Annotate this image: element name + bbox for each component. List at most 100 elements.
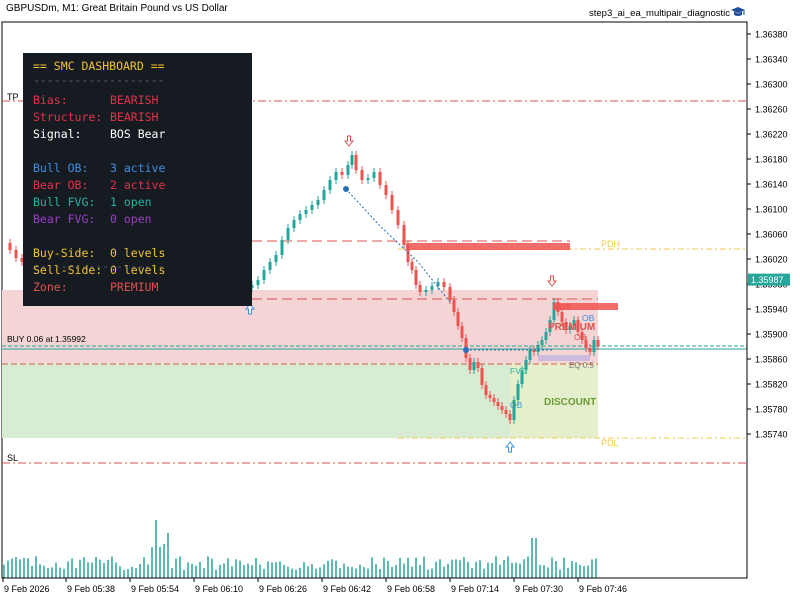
bull-candle bbox=[280, 240, 284, 255]
price-tick-label: 1.35780 bbox=[755, 405, 788, 415]
bull-candle bbox=[528, 350, 532, 360]
price-tick-label: 1.36300 bbox=[755, 80, 788, 90]
bull-candle bbox=[310, 205, 314, 210]
dashboard-row-label: Buy-Side: bbox=[33, 246, 96, 260]
bear-candle bbox=[588, 348, 592, 352]
bear-candle bbox=[402, 225, 406, 245]
dashboard-row-value: 3 active bbox=[110, 161, 166, 175]
bear-candle bbox=[564, 322, 568, 330]
bull-candle bbox=[516, 384, 520, 400]
bear-candle bbox=[8, 243, 12, 250]
time-tick-label: 9 Feb 06:26 bbox=[259, 584, 307, 594]
graduation-cap-icon[interactable] bbox=[731, 6, 745, 18]
bear-candle bbox=[532, 350, 536, 352]
bearish-arrow-icon bbox=[343, 135, 355, 147]
bullish-arrow-icon bbox=[244, 303, 256, 315]
bull-candle bbox=[572, 320, 576, 326]
bearish-arrow-icon bbox=[546, 275, 558, 287]
price-tick-label: 1.36340 bbox=[755, 55, 788, 65]
bull-candle bbox=[328, 180, 332, 190]
price-tick-label: 1.36180 bbox=[755, 155, 788, 165]
eq-label: EQ 0.5 bbox=[569, 361, 594, 370]
bear-candle bbox=[468, 358, 472, 370]
bear-candle bbox=[504, 410, 508, 414]
bear-candle bbox=[20, 258, 24, 262]
bear-candle bbox=[414, 270, 418, 285]
bear-candle bbox=[360, 170, 364, 180]
bull-candle bbox=[552, 302, 556, 320]
price-tick-label: 1.36060 bbox=[755, 230, 788, 240]
price-tick-label: 1.35860 bbox=[755, 355, 788, 365]
time-tick-label: 9 Feb 05:38 bbox=[67, 584, 115, 594]
bull-candle bbox=[286, 228, 290, 240]
price-tick-label: 1.36220 bbox=[755, 130, 788, 140]
bear-candle bbox=[576, 320, 580, 332]
dashboard-row-label: Sell-Side: bbox=[33, 263, 103, 277]
time-tick-label: 9 Feb 07:30 bbox=[515, 584, 563, 594]
time-tick-label: 9 Feb 07:14 bbox=[451, 584, 499, 594]
fvg-box bbox=[538, 355, 590, 361]
bear-candle bbox=[508, 414, 512, 420]
dashboard-row-value: BEARISH bbox=[110, 93, 159, 107]
bullish-arrow-icon bbox=[504, 441, 516, 453]
structure-line bbox=[345, 188, 451, 303]
bull-candle bbox=[520, 370, 524, 384]
bull-candle bbox=[256, 280, 260, 285]
pdl-label: PDL bbox=[601, 438, 619, 448]
price-tick-label: 1.35740 bbox=[755, 430, 788, 440]
dashboard-row-label: Bias: bbox=[33, 93, 68, 107]
bull-candle bbox=[262, 270, 266, 280]
price-tick-label: 1.36100 bbox=[755, 205, 788, 215]
tp-label: TP bbox=[7, 92, 19, 102]
bear-candle bbox=[580, 332, 584, 340]
window-title: GBPUSDm, M1: Great Britain Pound vs US D… bbox=[6, 3, 228, 14]
bear-candle bbox=[560, 312, 564, 322]
bull-candle bbox=[544, 332, 548, 340]
bear-ob-label: OB bbox=[574, 332, 587, 342]
bull-candle bbox=[524, 360, 528, 370]
bear-candle bbox=[476, 362, 480, 368]
bull-candle bbox=[592, 340, 596, 352]
sl-label: SL bbox=[7, 453, 18, 463]
bear-candle bbox=[410, 262, 414, 270]
bull-candle bbox=[346, 165, 350, 175]
dashboard-row-value: 0 open bbox=[110, 212, 152, 226]
bear-candle bbox=[406, 245, 410, 262]
time-tick-label: 9 Feb 06:42 bbox=[323, 584, 371, 594]
bear-candle bbox=[452, 300, 456, 312]
current-price-label: 1.35987 bbox=[751, 275, 784, 285]
dashboard-row-label: Bear OB: bbox=[33, 178, 89, 192]
bull-ob-label: OB bbox=[510, 400, 523, 410]
bear-candle bbox=[584, 340, 588, 348]
price-tick-label: 1.36140 bbox=[755, 180, 788, 190]
bull-candle bbox=[298, 214, 302, 220]
dashboard-row-label: Signal: bbox=[33, 127, 82, 141]
bull-candle bbox=[268, 262, 272, 270]
bull-candle bbox=[322, 190, 326, 200]
bull-candle bbox=[540, 340, 544, 345]
bull-candle bbox=[436, 282, 440, 286]
dashboard-row-label: Bear FVG: bbox=[33, 212, 96, 226]
dashboard-divider: ------------------- bbox=[33, 259, 165, 273]
dashboard-row-value: PREMIUM bbox=[110, 280, 159, 294]
bear-candle bbox=[488, 395, 492, 398]
current-price-box bbox=[748, 273, 790, 286]
discount-highlight bbox=[510, 363, 598, 438]
bull-candle bbox=[366, 178, 370, 180]
bull-candle bbox=[350, 155, 354, 165]
time-tick-label: 9 Feb 05:54 bbox=[131, 584, 179, 594]
time-tick-label: 9 Feb 06:58 bbox=[387, 584, 435, 594]
price-tick-label: 1.35820 bbox=[755, 380, 788, 390]
bear-candle bbox=[480, 368, 484, 385]
bull-candle bbox=[430, 286, 434, 290]
dashboard-row-label: Bull FVG: bbox=[33, 195, 96, 209]
bull-candle bbox=[512, 400, 516, 420]
expert-advisor-name[interactable]: step3_ai_ea_multipair_diagnostic bbox=[588, 8, 730, 19]
dashboard-row-value: 1 open bbox=[110, 195, 152, 209]
smc-dashboard: == SMC DASHBOARD == ------------------- … bbox=[23, 53, 252, 306]
dashboard-row-value: BEARISH bbox=[110, 110, 159, 124]
bull-candle bbox=[472, 362, 476, 370]
dashboard-row-label: Structure: bbox=[33, 110, 103, 124]
